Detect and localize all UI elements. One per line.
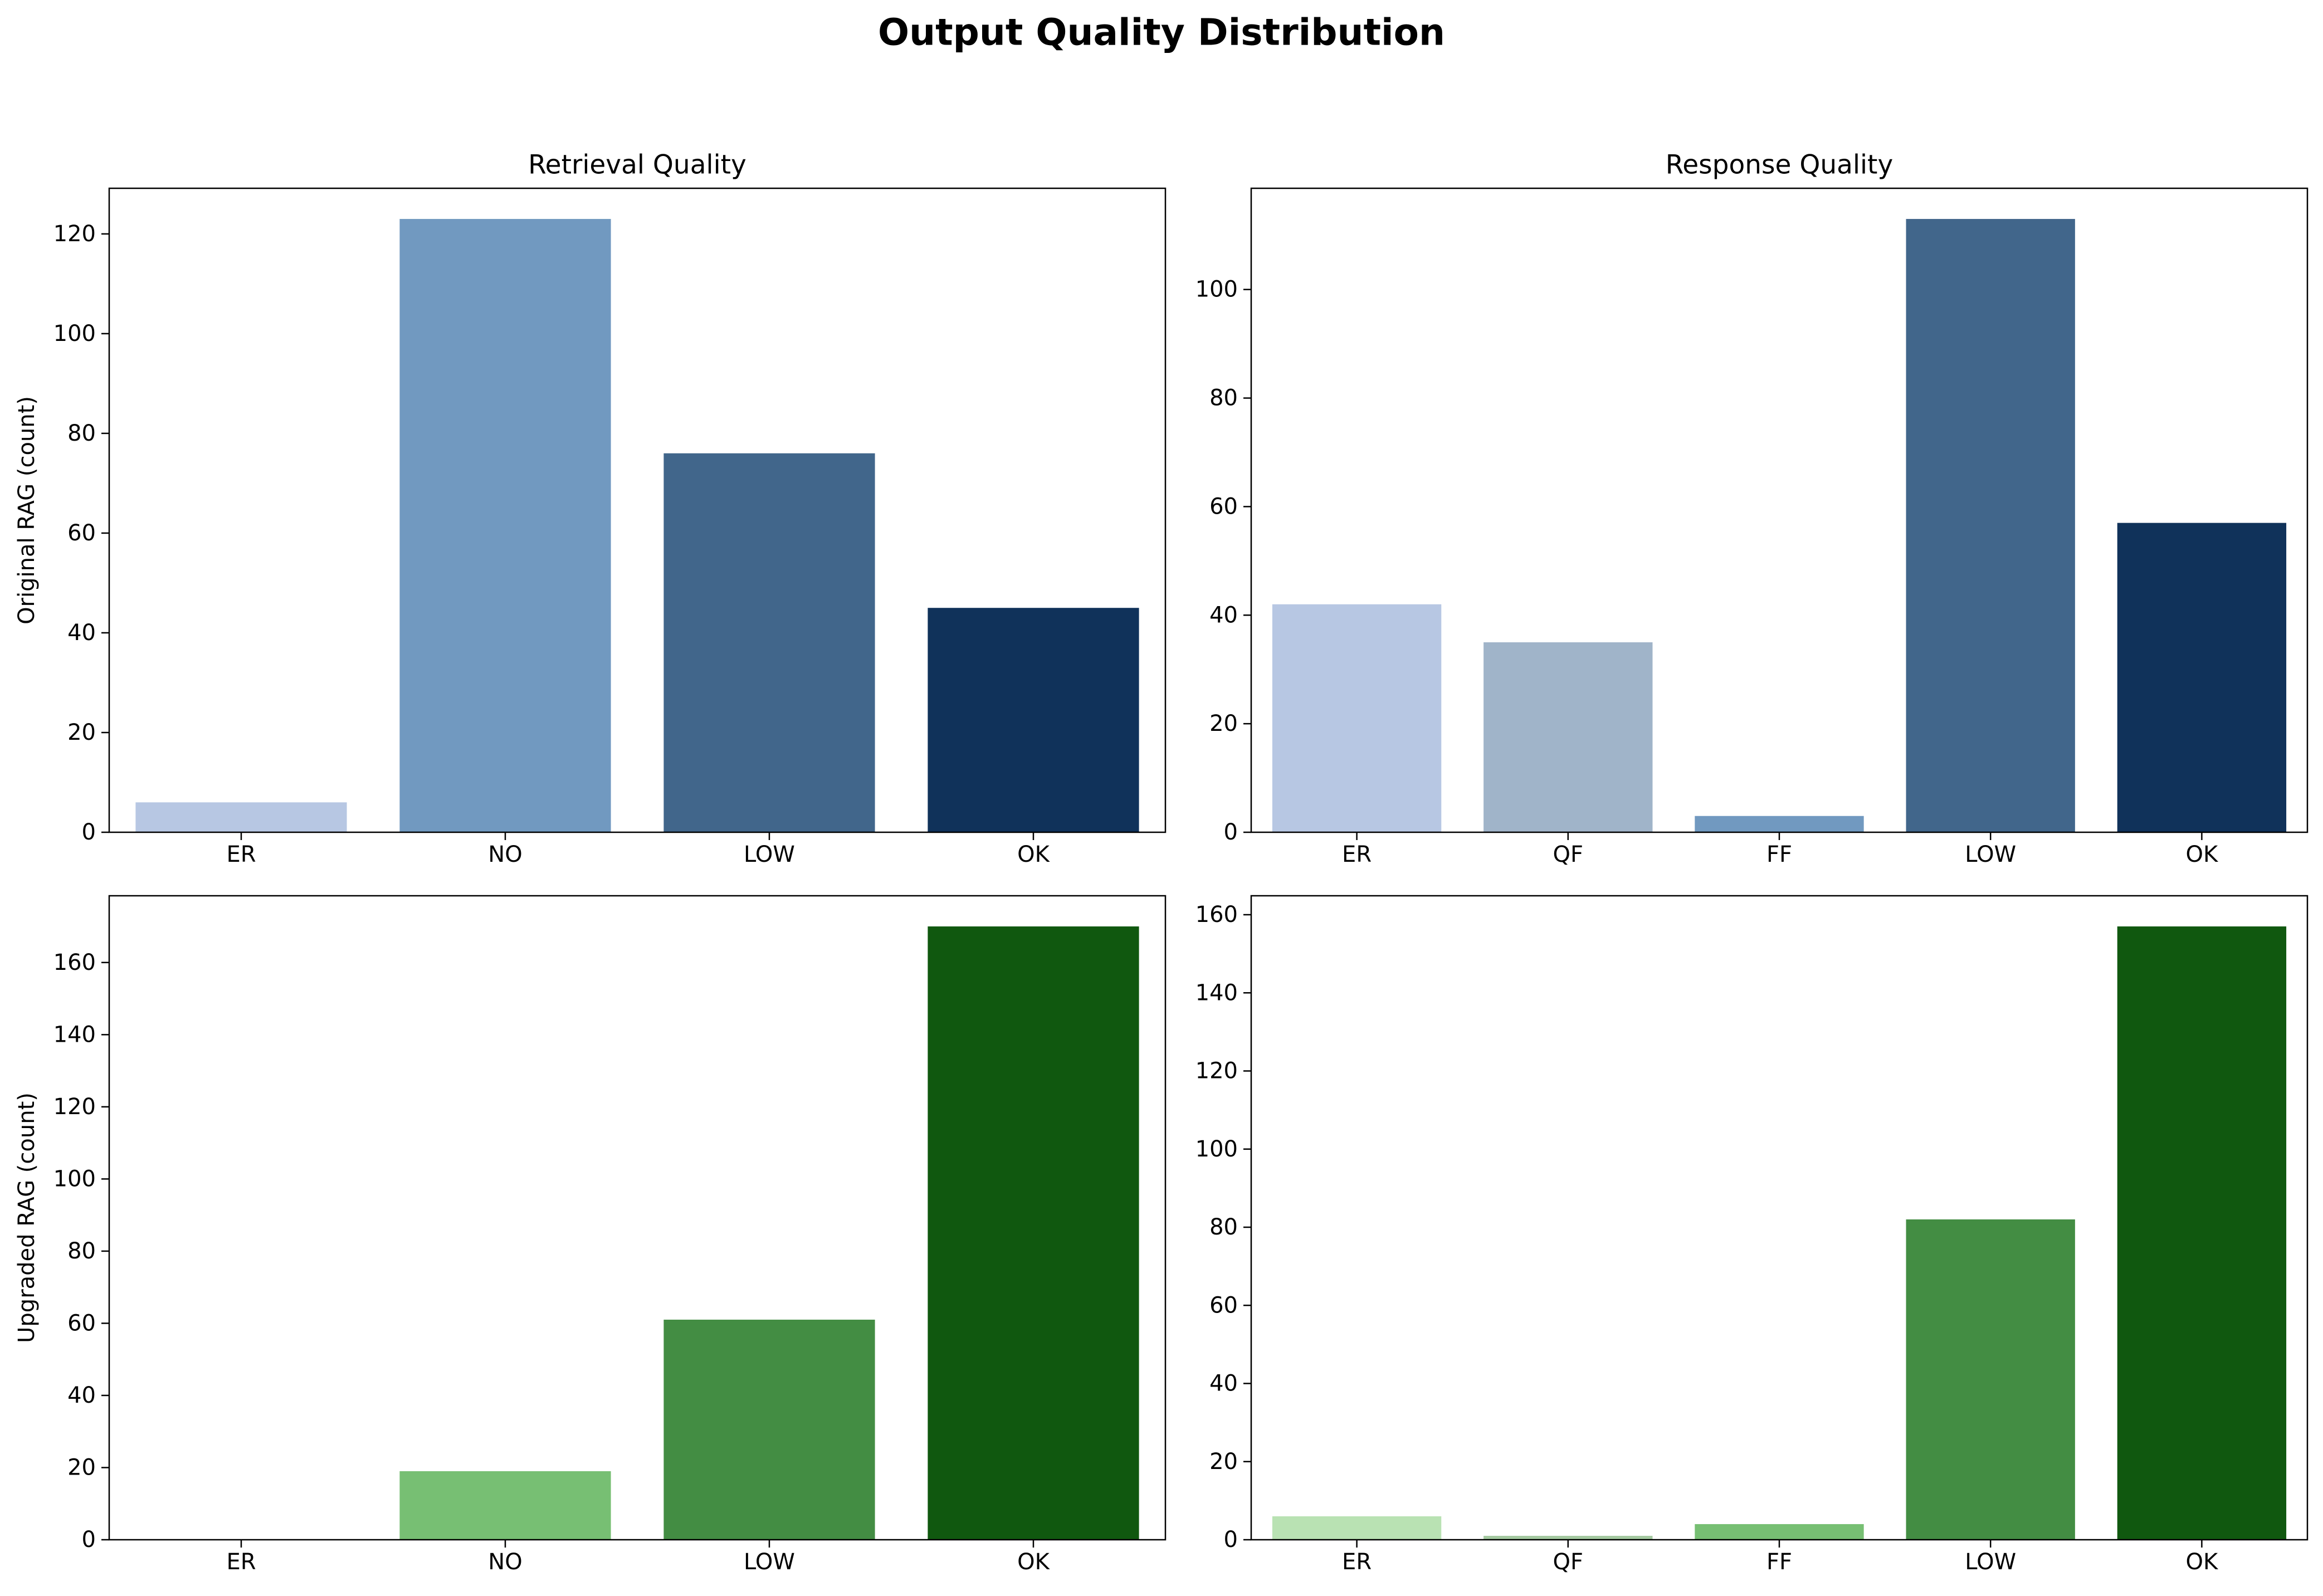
bar-ok xyxy=(928,926,1139,1540)
y-tick-label: 60 xyxy=(67,1310,96,1336)
chart-panel-upgraded-retrieval: 0 20 40 60 80 100 120 140 160 ER NO LOW OK Upgraded R… xyxy=(14,895,1167,1575)
y-tick-label: 40 xyxy=(67,1383,96,1408)
bar-ff xyxy=(1695,1524,1864,1540)
y-tick-label: 40 xyxy=(67,620,96,646)
chart-panels: 0 20 40 60 80 100 120 ER NO LOW OK Retrieval Qualit… xyxy=(14,150,2309,1575)
x-tick-label: ER xyxy=(1342,842,1372,867)
x-tick-label: QF xyxy=(1553,1549,1584,1575)
y-tick-label: 40 xyxy=(1209,1371,1238,1397)
bar-ff xyxy=(1695,816,1864,832)
subplot-title: Response Quality xyxy=(1666,150,1893,180)
y-tick-label: 80 xyxy=(1209,1214,1238,1240)
y-axis-label: Upgraded RAG (count) xyxy=(14,1092,40,1343)
x-tick-label: LOW xyxy=(1965,1549,2016,1575)
y-axis-label: Original RAG (count) xyxy=(14,396,40,624)
bar-low xyxy=(1906,219,2075,832)
bar-er xyxy=(1272,1516,1442,1540)
y-tick-label: 80 xyxy=(1209,385,1238,411)
x-tick-label: LOW xyxy=(1965,842,2016,867)
y-tick-label: 60 xyxy=(67,520,96,546)
bar-qf xyxy=(1483,642,1653,832)
x-tick-label: NO xyxy=(488,842,522,867)
subplot-title: Retrieval Quality xyxy=(528,150,746,180)
y-tick-label: 20 xyxy=(67,1455,96,1480)
bar-low xyxy=(663,453,875,832)
x-tick-label: OK xyxy=(1017,1549,1050,1575)
y-tick-label: 60 xyxy=(1209,494,1238,519)
y-tick-label: 40 xyxy=(1209,602,1238,628)
y-tick-label: 120 xyxy=(53,1094,96,1120)
x-tick-label: FF xyxy=(1766,842,1792,867)
x-tick-label: OK xyxy=(2186,1549,2219,1575)
bar-er xyxy=(135,802,347,832)
x-tick-label: ER xyxy=(226,842,256,867)
bar-no xyxy=(399,219,611,832)
y-tick-label: 20 xyxy=(1209,1449,1238,1475)
y-tick-label: 120 xyxy=(1195,1058,1238,1084)
x-tick-label: ER xyxy=(1342,1549,1372,1575)
bar-ok xyxy=(2117,926,2287,1540)
y-tick-label: 0 xyxy=(1224,1527,1238,1553)
y-tick-label: 140 xyxy=(53,1022,96,1047)
bar-ok xyxy=(928,608,1139,832)
y-tick-label: 140 xyxy=(1195,980,1238,1006)
y-tick-label: 100 xyxy=(1195,1136,1238,1162)
bar-no xyxy=(399,1471,611,1540)
axes-frame xyxy=(108,895,1167,1541)
x-tick-label: FF xyxy=(1766,1549,1792,1575)
x-tick-label: ER xyxy=(226,1549,256,1575)
y-tick-label: 80 xyxy=(67,1238,96,1264)
bar-ok xyxy=(2117,523,2287,832)
x-tick-label: LOW xyxy=(744,1549,795,1575)
x-tick-label: OK xyxy=(1017,842,1050,867)
y-tick-label: 160 xyxy=(53,950,96,975)
y-tick-label: 0 xyxy=(82,1527,96,1553)
axes-frame xyxy=(108,187,1167,833)
chart-panel-original-retrieval: 0 20 40 60 80 100 120 ER NO LOW OK Retrieval Qualit… xyxy=(14,150,1167,867)
y-tick-label: 100 xyxy=(53,321,96,346)
figure-title: Output Quality Distribution xyxy=(878,11,1445,54)
x-tick-label: OK xyxy=(2186,842,2219,867)
chart-panel-upgraded-response: 0 20 40 60 80 100 120 140 160 ER QF FF LOW OK xyxy=(1195,895,2309,1575)
y-tick-label: 20 xyxy=(67,720,96,745)
chart-panel-original-response: 0 20 40 60 80 100 ER QF FF LOW OK Response Quality xyxy=(1195,150,2309,867)
y-tick-label: 160 xyxy=(1195,902,1238,928)
y-tick-label: 100 xyxy=(53,1166,96,1192)
x-tick-label: QF xyxy=(1553,842,1584,867)
y-tick-label: 120 xyxy=(53,221,96,247)
bar-low xyxy=(663,1319,875,1540)
y-tick-label: 80 xyxy=(67,421,96,446)
bar-qf xyxy=(1483,1535,1653,1540)
y-tick-label: 60 xyxy=(1209,1292,1238,1318)
x-tick-label: NO xyxy=(488,1549,522,1575)
bar-er xyxy=(1272,604,1442,832)
y-tick-label: 100 xyxy=(1195,277,1238,302)
bar-low xyxy=(1906,1219,2075,1540)
y-tick-label: 20 xyxy=(1209,711,1238,736)
y-tick-label: 0 xyxy=(82,819,96,845)
x-tick-label: LOW xyxy=(744,842,795,867)
y-tick-label: 0 xyxy=(1224,819,1238,845)
